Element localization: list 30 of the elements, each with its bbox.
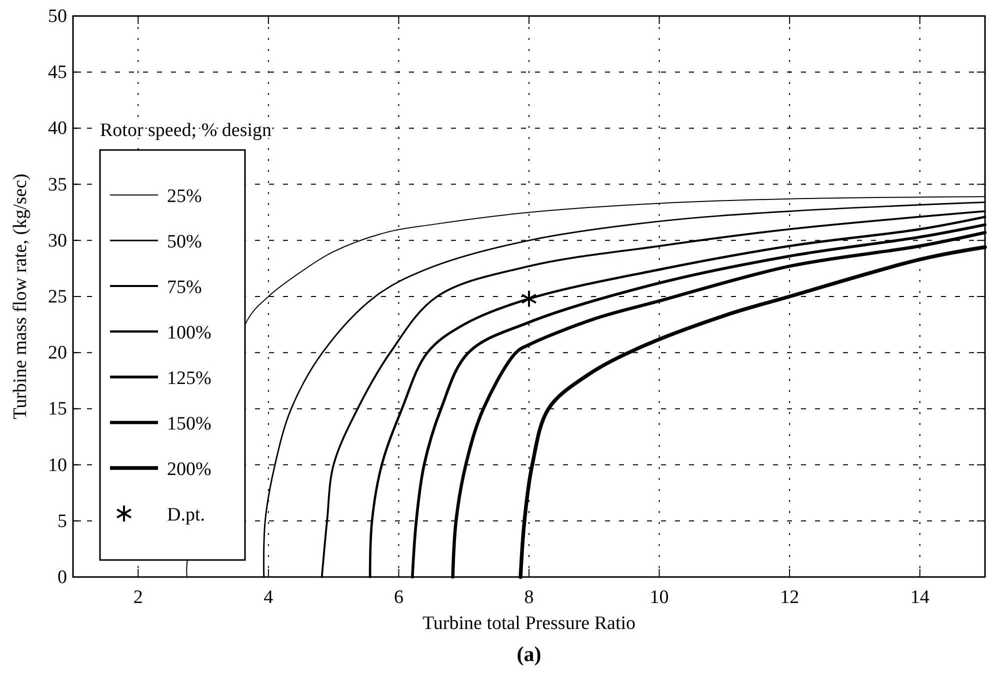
x-axis-title: Turbine total Pressure Ratio [422, 613, 636, 634]
y-tick-label: 40 [48, 118, 67, 140]
y-tick-label: 15 [48, 398, 67, 420]
y-tick-label: 30 [48, 230, 67, 252]
x-tick-label: 8 [524, 587, 534, 608]
x-tick-label: 2 [133, 587, 143, 608]
legend-label: 150% [167, 414, 212, 434]
y-tick-label: 25 [48, 286, 67, 308]
y-tick-label: 45 [48, 62, 67, 84]
legend-label: 75% [167, 277, 202, 298]
y-tick-label: 20 [48, 342, 67, 364]
legend-label: 100% [167, 322, 212, 344]
text: (a) [516, 642, 542, 666]
legend-title: Rotor speed; % design [100, 120, 272, 141]
y-tick-label: 50 [48, 6, 67, 27]
legend-label: 200% [167, 459, 212, 480]
y-tick-label: 0 [58, 567, 67, 588]
y-tick-label: 35 [48, 174, 67, 196]
x-tick-label: 4 [264, 587, 274, 608]
x-tick-label: 6 [394, 587, 404, 608]
legend-label: 25% [167, 186, 202, 207]
legend-label: D.pt. [167, 504, 205, 526]
legend-label: 50% [167, 232, 202, 252]
y-tick-label: 10 [48, 454, 67, 476]
x-tick-label: 12 [780, 587, 800, 608]
y-axis-title: Turbine mass flow rate, (kg/sec) [10, 174, 31, 420]
x-tick-label: 14 [910, 587, 930, 608]
x-tick-label: 10 [650, 587, 669, 608]
legend-label: 125% [167, 368, 212, 389]
y-tick-label: 5 [58, 510, 67, 532]
